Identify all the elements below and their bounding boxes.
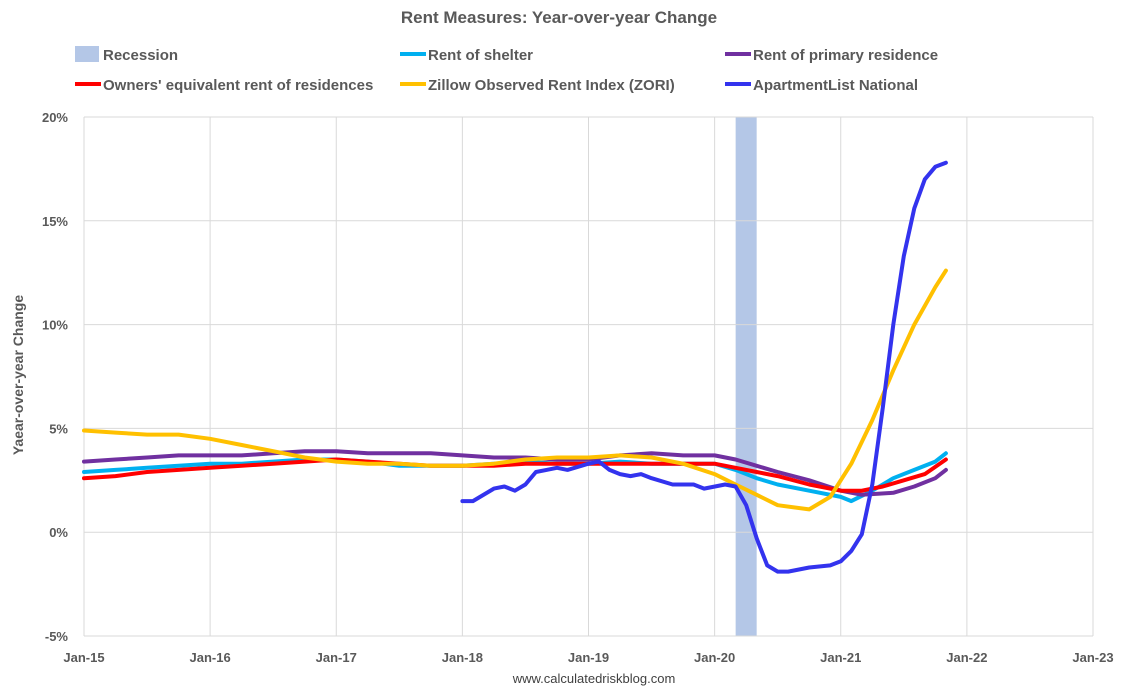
legend-label: Owners' equivalent rent of residences: [103, 77, 373, 94]
x-tick-label: Jan-18: [442, 650, 483, 665]
x-tick-label: Jan-22: [946, 650, 987, 665]
series-line-2: [82, 449, 948, 497]
x-tick-label: Jan-15: [63, 650, 104, 665]
legend-label: ApartmentList National: [753, 77, 918, 94]
x-tick-label: Jan-21: [820, 650, 861, 665]
y-tick-label: -5%: [45, 629, 69, 644]
series-line-5: [460, 160, 948, 574]
legend-label: Zillow Observed Rent Index (ZORI): [428, 77, 675, 94]
y-tick-label: 5%: [49, 421, 68, 436]
legend-item: Zillow Observed Rent Index (ZORI): [400, 77, 675, 94]
recession-band: [735, 117, 757, 636]
legend-item: Recession: [75, 46, 178, 64]
y-tick-label: 15%: [42, 214, 68, 229]
source-credit: www.calculatedriskblog.com: [512, 671, 676, 686]
legend-item: Rent of shelter: [400, 47, 533, 64]
legend-label: Recession: [103, 47, 178, 64]
legend-swatch: [75, 46, 99, 62]
y-axis-ticks: -5% 0% 5% 10% 15% 20%: [42, 110, 68, 644]
y-tick-label: 0%: [49, 525, 68, 540]
legend-item: Owners' equivalent rent of residences: [75, 77, 373, 94]
y-tick-label: 20%: [42, 110, 68, 125]
legend: Recession Rent of shelter Rent of primary …: [75, 46, 938, 94]
legend-label: Rent of primary residence: [753, 47, 938, 64]
chart-grid: [83, 116, 1094, 637]
legend-label: Rent of shelter: [428, 47, 533, 64]
series-line-4: [82, 268, 948, 512]
x-tick-label: Jan-19: [568, 650, 609, 665]
x-tick-label: Jan-16: [190, 650, 231, 665]
series-line-3: [82, 457, 948, 493]
legend-item: Rent of primary residence: [725, 47, 938, 64]
legend-item: ApartmentList National: [725, 77, 918, 94]
x-tick-label: Jan-23: [1072, 650, 1113, 665]
x-axis-ticks: Jan-15 Jan-16 Jan-17 Jan-18 Jan-19 Jan-20 Jan-…: [63, 650, 1113, 665]
x-tick-label: Jan-20: [694, 650, 735, 665]
x-tick-label: Jan-17: [316, 650, 357, 665]
y-axis-label: Yaear-over-year Change: [10, 295, 26, 456]
chart-title: Rent Measures: Year-over-year Change: [401, 8, 717, 27]
series-layer: [82, 160, 948, 574]
y-tick-label: 10%: [42, 318, 68, 333]
